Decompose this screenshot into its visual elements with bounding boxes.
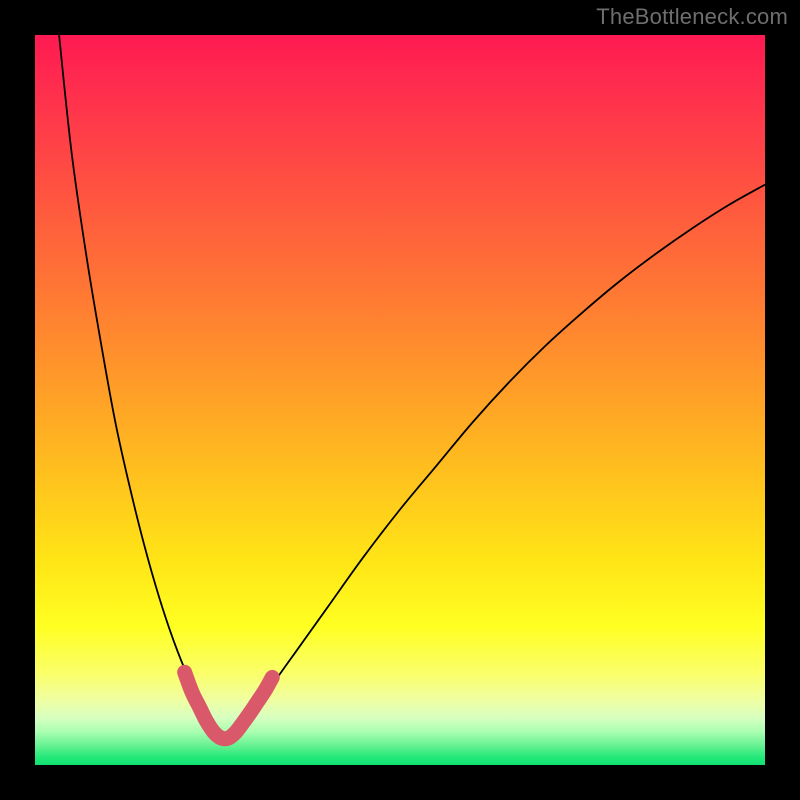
left-curve <box>59 35 225 739</box>
plot-area <box>35 35 765 765</box>
watermark-text: TheBottleneck.com <box>596 4 788 30</box>
chart-frame: TheBottleneck.com <box>0 0 800 800</box>
right-curve <box>225 185 765 740</box>
curve-layer <box>35 35 765 765</box>
highlight-curve <box>185 672 273 738</box>
